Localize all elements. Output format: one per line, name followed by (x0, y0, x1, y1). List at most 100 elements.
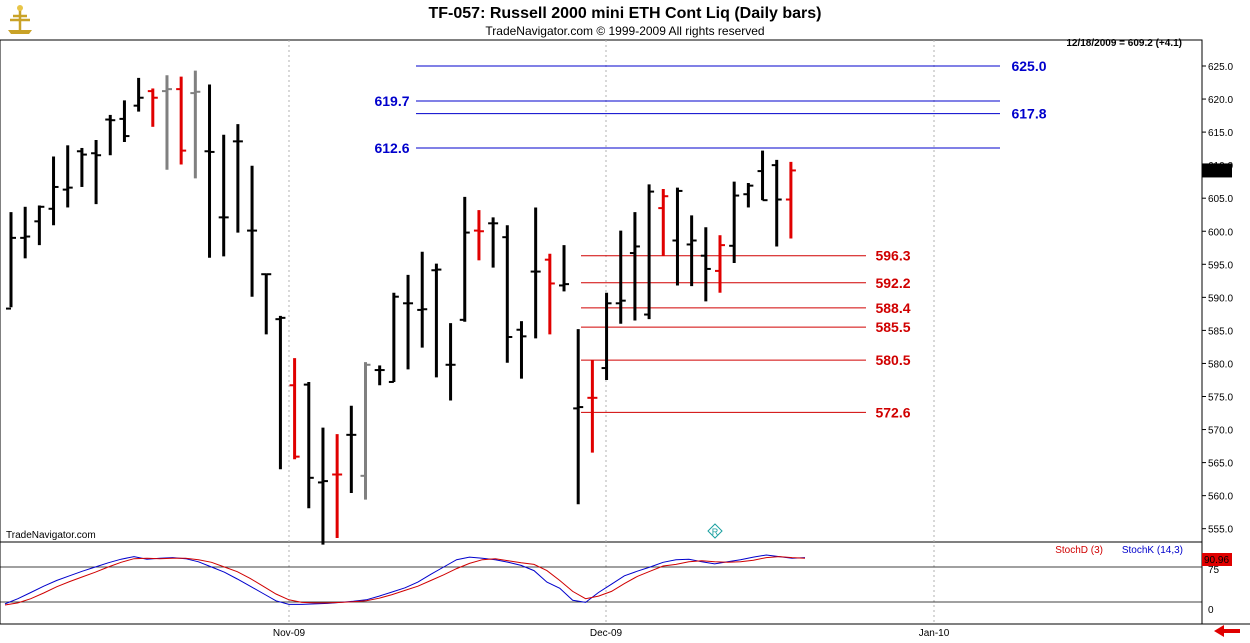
price-bar (346, 405, 357, 494)
price-bar (431, 263, 442, 378)
resistance-label: 612.6 (374, 140, 409, 156)
chart-title: TF-057: Russell 2000 mini ETH Cont Liq (… (429, 5, 822, 22)
price-bar (672, 187, 683, 286)
price-bar (459, 196, 470, 322)
price-bar (530, 207, 541, 339)
price-bar (20, 206, 31, 259)
price-bar (176, 76, 187, 165)
y-tick-label: 595.0 (1208, 260, 1233, 271)
y-tick-label: 605.0 (1208, 194, 1233, 205)
watermark: TradeNavigator.com (6, 530, 96, 541)
y-tick-label: 580.0 (1208, 359, 1233, 370)
stoch-k-line (4, 554, 806, 605)
price-bar (629, 212, 640, 321)
price-bar (275, 315, 286, 470)
price-bar (488, 217, 499, 268)
price-bar (91, 140, 102, 205)
r-marker-icon: R (707, 523, 723, 539)
support-label: 596.3 (875, 248, 910, 264)
y-tick-label: 590.0 (1208, 293, 1233, 304)
stoch-tick-label: 0 (1208, 605, 1214, 616)
price-bar (76, 147, 87, 187)
resistance-label: 617.8 (1011, 106, 1046, 122)
price-bar (332, 434, 343, 538)
last-price-box (1202, 163, 1232, 178)
price-bar (62, 145, 73, 208)
price-bar (644, 184, 655, 320)
price-bar (729, 181, 740, 263)
logo-icon (8, 5, 32, 34)
x-tick-label: Nov-09 (273, 628, 306, 639)
y-tick-label: 620.0 (1208, 95, 1233, 106)
resistance-label: 619.7 (374, 93, 409, 109)
y-tick-label: 600.0 (1208, 227, 1233, 238)
last-bar-info: 12/18/2009 = 609.2 (+4.1) (1066, 38, 1182, 49)
price-bar (715, 235, 725, 293)
price-bars (6, 70, 796, 545)
support-label: 580.5 (875, 352, 910, 368)
support-label: 588.4 (875, 300, 910, 316)
price-bar (403, 274, 414, 370)
svg-text:R: R (712, 527, 719, 537)
price-bar (6, 212, 16, 310)
y-tick-label: 615.0 (1208, 128, 1233, 139)
price-bar (686, 215, 697, 287)
price-bar (161, 75, 172, 170)
y-tick-label: 555.0 (1208, 525, 1233, 536)
y-tick-label: 570.0 (1208, 426, 1233, 437)
price-bar (473, 210, 484, 261)
support-label: 585.5 (875, 319, 910, 335)
last-price-label: 609.2 (1204, 166, 1229, 177)
price-bar (417, 251, 428, 348)
y-tick-label: 585.0 (1208, 326, 1233, 337)
price-bar (700, 227, 711, 302)
support-label: 572.6 (875, 404, 910, 420)
price-bar (445, 323, 456, 401)
price-levels: 625.0 619.7 617.8 612.6 596.3 592.2 588.4 585.5… (374, 58, 1046, 420)
y-tick-label: 560.0 (1208, 492, 1233, 503)
price-bar (544, 253, 555, 335)
price-bar (190, 70, 201, 179)
stoch-tick-label: 75 (1208, 565, 1220, 576)
price-bar (757, 150, 768, 202)
copyright-subtitle: TradeNavigator.com © 1999-2009 All right… (485, 24, 764, 38)
price-bar (303, 381, 314, 509)
price-bar (785, 161, 796, 239)
price-bar (743, 182, 754, 208)
price-bar (133, 77, 144, 112)
scroll-left-icon[interactable] (1214, 625, 1240, 637)
price-bar (105, 114, 116, 156)
y-axis: 555.0 560.0 565.0 570.0 575.0 580.0 585.0 590.0… (1202, 62, 1233, 536)
stoch-k-legend: StochK (14,3) (1122, 545, 1183, 556)
price-bar (374, 365, 385, 386)
stoch-last-box (1202, 553, 1232, 566)
price-bar (147, 88, 158, 127)
price-bar (587, 360, 598, 453)
y-tick-label: 625.0 (1208, 62, 1233, 73)
price-bar (119, 100, 130, 143)
x-axis: Nov-09 Dec-09 Jan-10 (273, 628, 950, 639)
stoch-d-line (4, 556, 806, 606)
title-bar: TF-057: Russell 2000 mini ETH Cont Liq (… (8, 5, 821, 38)
price-bar (771, 159, 782, 247)
price-bar (502, 225, 513, 363)
price-bar (48, 156, 59, 226)
price-bar (232, 124, 243, 233)
price-bar (289, 358, 300, 460)
y-tick-label: 565.0 (1208, 459, 1233, 470)
price-bar (261, 273, 272, 335)
x-tick-label: Dec-09 (590, 628, 623, 639)
stochastic-oscillator: 0 75 StochD (3) StochK (14,3) 90.96 (0, 545, 1232, 616)
y-tick-label: 575.0 (1208, 393, 1233, 404)
price-bar (601, 292, 612, 380)
stoch-last-label: 90.96 (1204, 555, 1229, 566)
price-bar (559, 245, 570, 292)
stochastic-panel-frame (0, 541, 1203, 625)
support-label: 592.2 (875, 275, 910, 291)
resistance-label: 625.0 (1011, 58, 1046, 74)
price-bar (388, 292, 399, 383)
price-bar (658, 188, 669, 256)
price-bar (34, 205, 45, 246)
price-bar (573, 329, 584, 505)
